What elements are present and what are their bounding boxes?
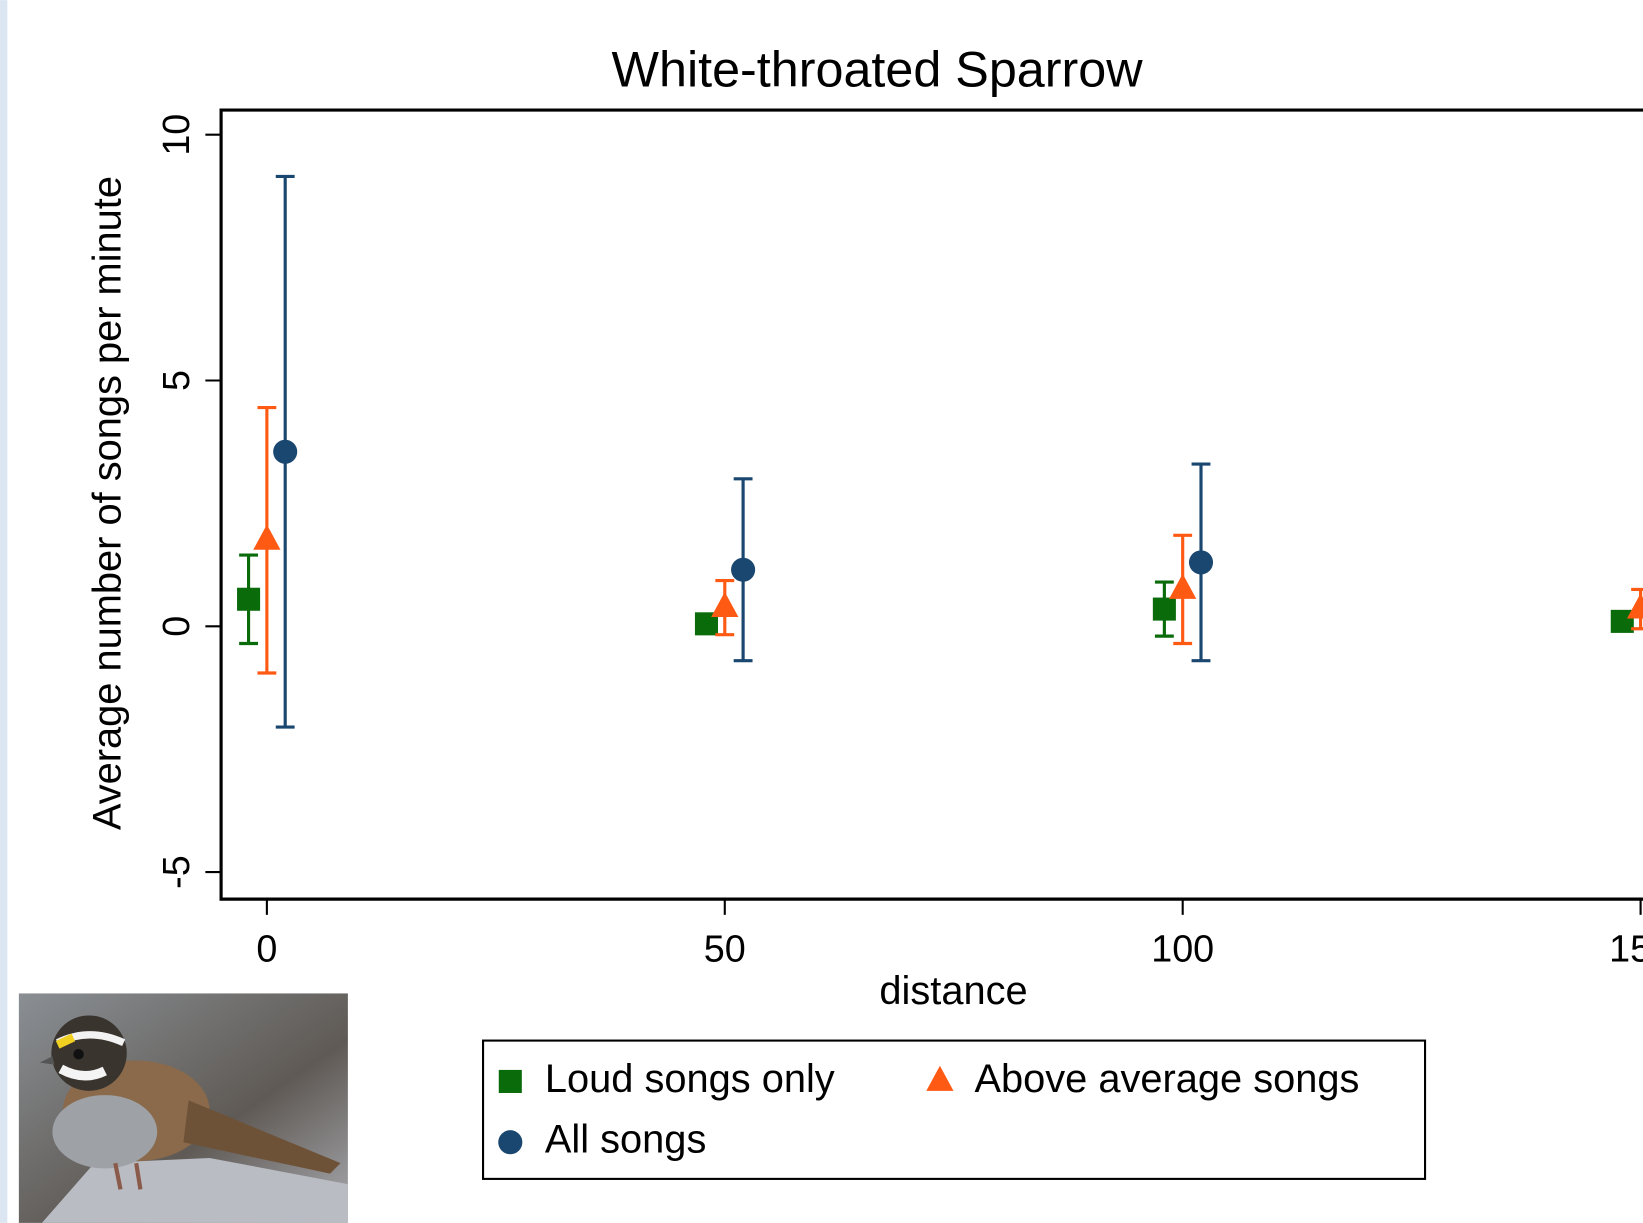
legend-marker (498, 1130, 523, 1155)
y-tick-label: -5 (155, 855, 197, 889)
point (1610, 609, 1634, 633)
legend-label: Loud songs only (545, 1057, 835, 1101)
legend-label: All songs (545, 1118, 706, 1162)
point (1626, 593, 1643, 619)
point (731, 557, 756, 582)
x-tick-label: 100 (1151, 927, 1214, 969)
point (694, 612, 718, 636)
x-tick-label: 50 (704, 927, 746, 969)
point (273, 439, 298, 464)
bird-photo (18, 993, 348, 1223)
plot-frame (219, 108, 1643, 901)
y-tick-label: 10 (155, 114, 197, 156)
point (711, 591, 739, 618)
point (1152, 597, 1176, 621)
x-axis-label: distance (879, 969, 1027, 1013)
y-axis-label: Average number of songs per minute (86, 176, 130, 830)
y-tick-label: 5 (155, 370, 197, 391)
chart-title: White-throated Sparrow (612, 41, 1144, 98)
y-tick-label: 0 (155, 616, 197, 637)
legend-label: Above average songs (974, 1057, 1359, 1101)
legend-marker (926, 1065, 954, 1091)
x-tick-label: 150 (1609, 927, 1643, 969)
point (1169, 573, 1197, 599)
point (1188, 550, 1214, 575)
legend-marker (498, 1069, 522, 1093)
point (237, 587, 261, 611)
side-strip (0, 0, 8, 1223)
x-tick-label: 0 (256, 927, 277, 969)
legend-box (482, 1039, 1427, 1180)
point (253, 524, 281, 550)
plot-area: -50510050100150 (155, 108, 1643, 969)
